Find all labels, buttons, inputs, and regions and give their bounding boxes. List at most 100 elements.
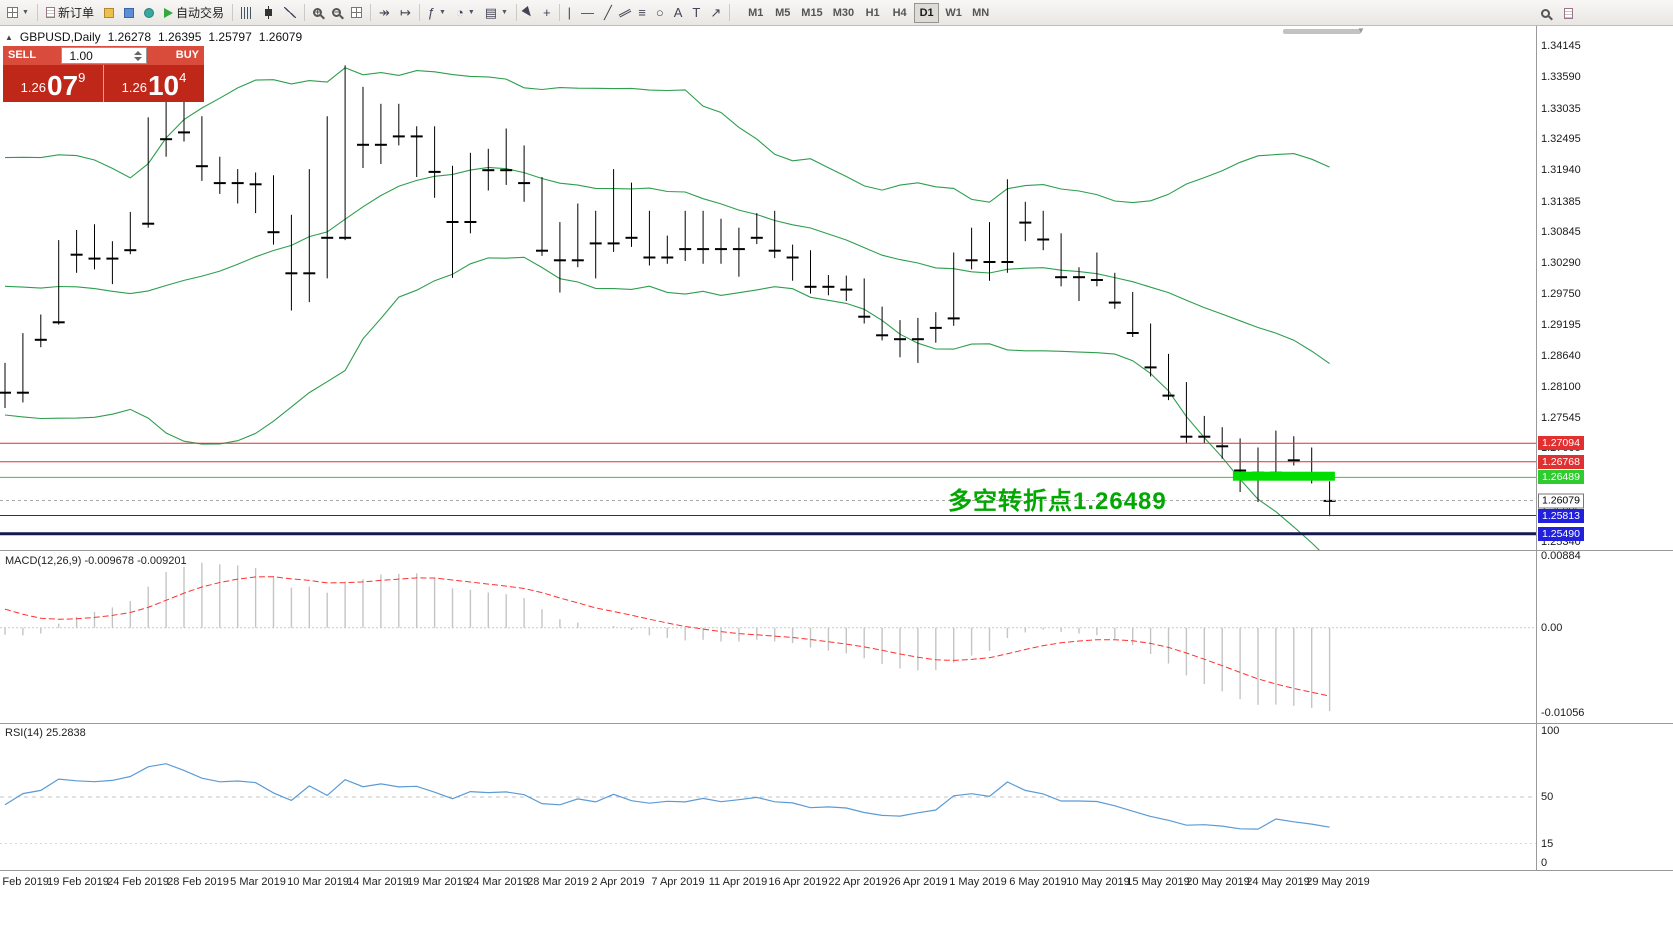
date-label: 20 May 2019 [1186, 876, 1250, 888]
rsi-separator[interactable] [0, 723, 1673, 724]
timeframe-H1-button[interactable]: H1 [865, 6, 880, 19]
rsi-axis-label: 15 [1541, 837, 1554, 850]
horizontal-line-button[interactable]: — [580, 5, 594, 20]
periods-button[interactable]: ◔ ▼ [455, 5, 475, 20]
sell-price-point: 9 [78, 70, 86, 85]
zoom-in-button[interactable]: + [309, 2, 326, 24]
price-badge-1.25813: 1.25813 [1538, 508, 1584, 523]
date-label: 5 Mar 2019 [230, 876, 286, 888]
data-window-button[interactable] [1560, 2, 1577, 24]
date-label: 15 May 2019 [1126, 876, 1190, 888]
search-button[interactable] [1537, 2, 1554, 24]
fibonacci-button[interactable]: ≡ [638, 5, 646, 20]
timeframe-M1-button[interactable]: M1 [748, 6, 764, 19]
market-watch-button[interactable] [120, 2, 138, 24]
rsi-axis[interactable]: 100 50 15 0 [1538, 724, 1672, 870]
rsi-axis-label: 0 [1541, 857, 1548, 870]
chart-shift-button[interactable]: ↦ [399, 5, 411, 20]
magnifier-icon [1541, 8, 1550, 18]
sell-price-button[interactable]: 1.26 07 9 [3, 65, 104, 102]
trend-turning-point-annotation[interactable]: 多空转折点1.26489 [948, 488, 1167, 515]
zoom-out-button[interactable]: − [328, 2, 345, 24]
price-badge-1.25490: 1.25490 [1538, 526, 1584, 541]
macd-axis-label: 0.00884 [1541, 550, 1581, 563]
main-price-chart[interactable] [0, 26, 1537, 550]
toolbar-separator [369, 4, 371, 21]
toolbar-separator [231, 4, 233, 21]
price-badge-1.26768: 1.26768 [1538, 454, 1584, 469]
strategy-tester-button[interactable] [140, 2, 158, 24]
macd-axis[interactable]: 0.00884 0.00 -0.01056 [1538, 550, 1672, 723]
templates-button[interactable]: ▤ ▼ [484, 5, 508, 20]
date-label: 19 Feb 2019 [47, 876, 109, 888]
candle-icon [262, 6, 274, 19]
shapes-button[interactable]: ○ [655, 5, 664, 20]
sell-button[interactable]: SELL [3, 46, 57, 65]
timeframe-MN-button[interactable]: MN [972, 6, 990, 19]
sell-price-figure: 1.26 [20, 80, 46, 95]
chart-scrollbar[interactable] [1283, 29, 1361, 34]
rsi-panel[interactable] [0, 724, 1537, 870]
date-label: 6 May 2019 [1009, 876, 1067, 888]
tile-windows-button[interactable] [347, 2, 366, 24]
one-click-trading-panel: SELL 1.00 BUY 1.26 07 9 1.26 10 4 [3, 46, 204, 102]
new-order-button[interactable]: 新订单 [42, 2, 98, 24]
date-label: 24 Feb 2019 [107, 876, 169, 888]
grid-icon [350, 7, 362, 18]
buy-price-button[interactable]: 1.26 10 4 [104, 65, 204, 102]
timeframe-M30-button[interactable]: M30 [832, 6, 855, 19]
highlight-rectangle [1232, 471, 1335, 481]
doc-icon [1564, 7, 1573, 19]
text-button[interactable]: A [673, 5, 683, 20]
date-label: 19 Mar 2019 [407, 876, 469, 888]
crosshair-button[interactable]: + [542, 5, 551, 20]
rsi-line [4, 763, 1330, 830]
price-badge-1.26489: 1.26489 [1538, 470, 1584, 485]
macd-separator[interactable] [0, 550, 1673, 551]
timeframe-W1-button[interactable]: W1 [945, 6, 962, 19]
vertical-line-button[interactable]: | [567, 5, 571, 20]
volume-down-button[interactable] [133, 56, 142, 61]
arrows-button[interactable]: ↗ [710, 5, 722, 20]
channel-button[interactable]: ∥ [617, 5, 634, 19]
macd-panel[interactable] [0, 551, 1537, 723]
autotrading-button[interactable]: 自动交易 [160, 2, 228, 24]
play-icon [163, 7, 173, 18]
timeframe-M15-button[interactable]: M15 [801, 6, 823, 19]
horizontal-lines[interactable] [0, 442, 1537, 536]
candlestick-series [0, 65, 1336, 517]
metaeditor-button[interactable] [100, 2, 118, 24]
one-click-toggle-icon[interactable]: ▲ [5, 32, 13, 42]
magnifier-minus-icon: − [331, 7, 341, 17]
auto-scroll-button[interactable]: ↠ [378, 5, 390, 20]
rsi-axis-label: 50 [1541, 791, 1554, 803]
timeframe-D1-button[interactable]: D1 [914, 2, 940, 23]
date-label: 2 Apr 2019 [591, 876, 645, 888]
trendline-button[interactable]: ╱ [603, 5, 612, 20]
rsi-axis-label: 100 [1541, 724, 1560, 737]
toolbar-separator [303, 4, 305, 21]
timeframe-H4-button[interactable]: H4 [892, 6, 907, 19]
volume-up-button[interactable] [133, 50, 142, 55]
timeframe-M5-button[interactable]: M5 [775, 6, 791, 19]
macd-indicator-label: MACD(12,26,9) -0.009678 -0.009201 [5, 555, 187, 567]
indicators-button[interactable]: ƒ ▼ [427, 5, 446, 20]
date-label: 14 Mar 2019 [347, 876, 409, 888]
cursor-icon [521, 5, 537, 22]
volume-input[interactable]: 1.00 [69, 48, 93, 63]
bar-chart-button[interactable] [237, 2, 257, 24]
buy-button[interactable]: BUY [150, 46, 204, 65]
price-axis[interactable]: 1.34145 1.33590 1.33035 1.32495 1.31940 1.313… [1538, 26, 1672, 871]
chart-window[interactable]: 1.34145 1.33590 1.33035 1.32495 1.31940 1.313… [0, 26, 1673, 950]
candlestick-chart-button[interactable] [259, 2, 278, 24]
cursor-button[interactable] [521, 2, 537, 24]
macd-histogram [4, 562, 1331, 712]
ohlc-open: 1.26278 [107, 30, 151, 44]
new-chart-button[interactable]: ▼ [3, 2, 33, 24]
text-label-button[interactable]: T [692, 5, 701, 20]
chart-shift-marker[interactable]: ▼ [1357, 26, 1365, 35]
line-chart-button[interactable] [280, 2, 300, 24]
grid-icon [7, 7, 18, 18]
macd-signal-line [4, 576, 1330, 697]
